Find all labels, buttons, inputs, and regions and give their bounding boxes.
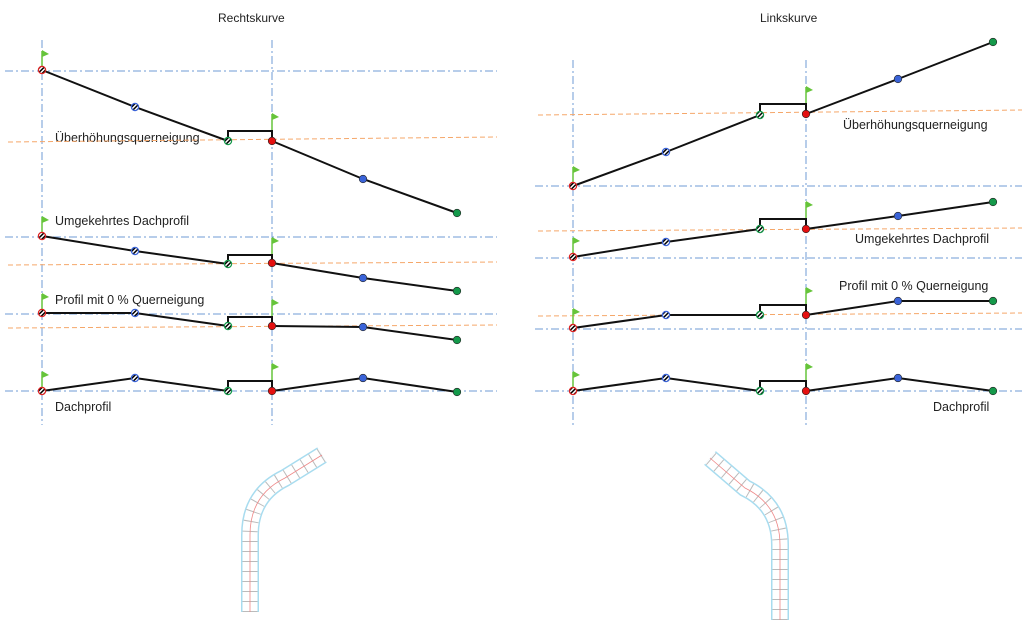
blue-point-marker	[893, 373, 903, 383]
left-label-inverted-crown: Umgekehrtes Dachprofil	[55, 214, 190, 228]
left-label-zero-slope: Profil mit 0 % Querneigung	[55, 293, 205, 307]
hatched-blue-marker	[661, 310, 671, 320]
blue-point-marker	[893, 211, 903, 221]
flag-icon	[806, 363, 813, 370]
step-bracket	[759, 304, 807, 315]
hatched-green-marker	[755, 386, 765, 396]
hatched-green-marker	[755, 310, 765, 320]
step-bracket	[227, 130, 273, 141]
hatched-blue-marker	[661, 373, 671, 383]
step-bracket	[227, 380, 273, 391]
flag-icon	[272, 237, 279, 244]
left-label-crown: Dachprofil	[55, 400, 112, 414]
step-bracket	[227, 316, 273, 326]
step-bracket	[759, 103, 807, 115]
hatched-blue-marker	[130, 373, 140, 383]
start-point-marker	[37, 231, 47, 241]
green-point-marker	[452, 335, 462, 345]
red-point-marker	[801, 224, 811, 234]
step-bracket	[759, 218, 807, 229]
green-point-marker	[452, 208, 462, 218]
right-label-inverted-crown: Umgekehrtes Dachprofil	[855, 232, 990, 246]
start-point-marker	[568, 323, 578, 333]
hatched-green-marker	[223, 136, 233, 146]
right-title: Linkskurve	[760, 11, 818, 25]
flag-icon	[272, 113, 279, 120]
hatched-green-marker	[755, 224, 765, 234]
blue-point-marker	[358, 174, 368, 184]
blue-point-marker	[358, 373, 368, 383]
flag-icon	[573, 371, 580, 378]
green-point-marker	[452, 387, 462, 397]
start-point-marker	[37, 386, 47, 396]
red-point-marker	[801, 109, 811, 119]
green-point-marker	[988, 37, 998, 47]
blue-point-marker	[358, 273, 368, 283]
reference-slope-line	[7, 261, 498, 266]
step-bracket	[759, 380, 807, 391]
flag-icon	[42, 293, 49, 300]
right-label-crown: Dachprofil	[933, 400, 990, 414]
hatched-blue-marker	[661, 147, 671, 157]
start-point-marker	[37, 65, 47, 75]
hatched-blue-marker	[130, 308, 140, 318]
reference-slope-line	[537, 227, 1023, 232]
blue-point-marker	[893, 296, 903, 306]
hatched-green-marker	[223, 321, 233, 331]
reference-slope-line	[537, 312, 1023, 317]
right-road-plan-body	[705, 452, 788, 620]
red-point-marker	[267, 386, 277, 396]
hatched-blue-marker	[130, 246, 140, 256]
red-point-marker	[801, 386, 811, 396]
flag-icon	[806, 86, 813, 93]
hatched-blue-marker	[130, 102, 140, 112]
flag-icon	[573, 308, 580, 315]
step-bracket	[227, 254, 273, 264]
hatched-green-marker	[755, 110, 765, 120]
hatched-green-marker	[223, 386, 233, 396]
flag-icon	[42, 50, 49, 57]
green-point-marker	[988, 296, 998, 306]
reference-slope-line	[7, 324, 498, 329]
red-point-marker	[267, 258, 277, 268]
red-point-marker	[801, 310, 811, 320]
left-road-plan-body	[242, 448, 326, 612]
blue-point-marker	[893, 74, 903, 84]
green-point-marker	[452, 286, 462, 296]
flag-icon	[806, 287, 813, 294]
hatched-green-marker	[223, 259, 233, 269]
start-point-marker	[568, 181, 578, 191]
flag-icon	[42, 371, 49, 378]
flag-icon	[42, 216, 49, 223]
hatched-blue-marker	[661, 237, 671, 247]
red-point-marker	[267, 136, 277, 146]
start-point-marker	[568, 252, 578, 262]
blue-point-marker	[358, 322, 368, 332]
right-label-zero-slope: Profil mit 0 % Querneigung	[839, 279, 989, 293]
red-point-marker	[267, 321, 277, 331]
reference-slope-line	[7, 136, 498, 143]
left-title: Rechtskurve	[218, 11, 285, 25]
right-label-superelevation: Überhöhungsquerneigung	[843, 118, 988, 132]
start-point-marker	[37, 308, 47, 318]
flag-icon	[272, 363, 279, 370]
flag-icon	[573, 166, 580, 173]
green-point-marker	[988, 386, 998, 396]
right-road-plan-centerline	[709, 457, 781, 620]
start-point-marker	[568, 386, 578, 396]
flag-icon	[573, 237, 580, 244]
flag-icon	[272, 299, 279, 306]
flag-icon	[806, 201, 813, 208]
reference-slope-line	[537, 109, 1023, 116]
left-road-plan-centerline	[249, 454, 323, 612]
green-point-marker	[988, 197, 998, 207]
